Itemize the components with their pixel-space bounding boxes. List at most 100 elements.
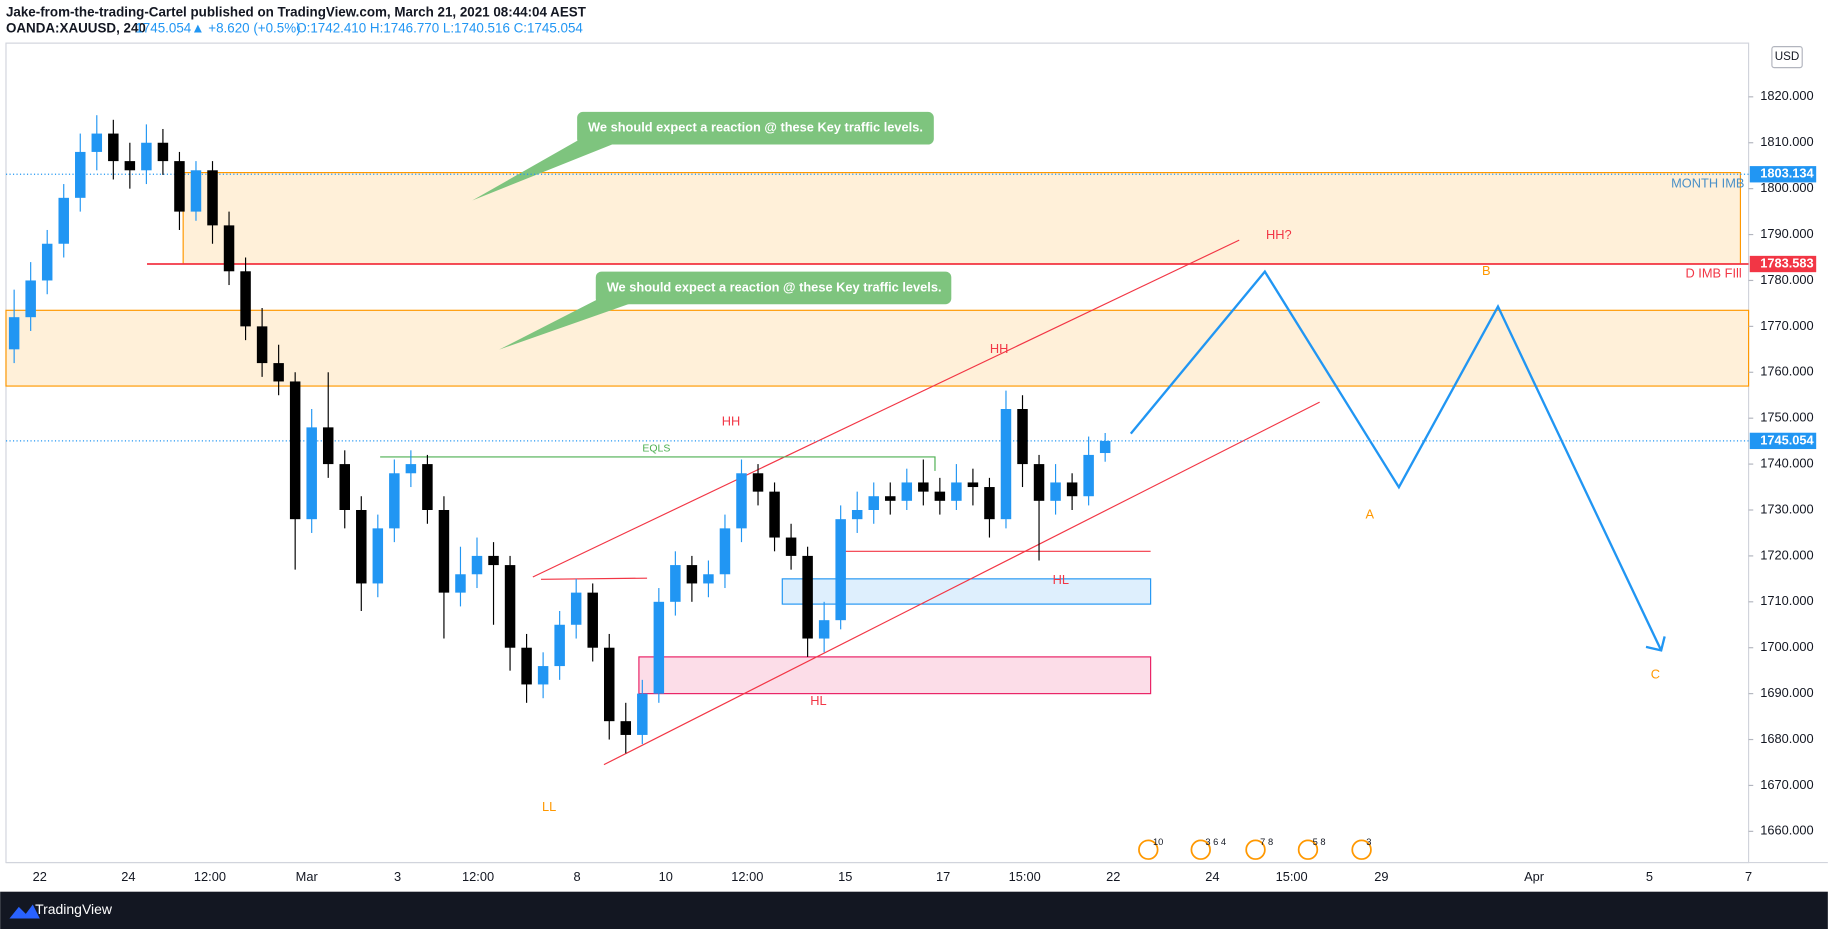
x-tick-label: 7 (1745, 869, 1752, 884)
candle-body (455, 574, 466, 593)
x-tick-label: 15 (838, 869, 852, 884)
change: ▲ +8.620 (+0.5%) (191, 21, 300, 36)
candle-body (537, 666, 549, 685)
y-tick-label: 1710.000 (1760, 593, 1813, 608)
candle-body (1033, 464, 1045, 501)
channel-upper (532, 239, 1240, 578)
candle-body (686, 565, 698, 584)
price-label-bg (1749, 432, 1817, 450)
currency-box (1771, 46, 1803, 69)
candle-body (984, 487, 995, 520)
event-count: 3 6 4 (1205, 837, 1226, 847)
price-label-bg (1749, 166, 1817, 183)
logo (9, 904, 40, 919)
candle-body (835, 519, 846, 621)
projection (1129, 269, 1663, 651)
y-tick-label: 1690.000 (1760, 685, 1813, 700)
annotation: B (1482, 263, 1491, 278)
event-count: 10 (1153, 837, 1163, 847)
candle-body (190, 170, 202, 212)
x-tick-label: 22 (1106, 869, 1120, 884)
x-tick-label: 24 (121, 869, 135, 884)
candle-body (951, 482, 962, 501)
candle-body (207, 170, 218, 226)
annotation: LL (542, 799, 556, 814)
y-tick-label: 1820.000 (1760, 88, 1813, 103)
eqls-line (380, 456, 936, 471)
x-tick-label: 5 (1646, 869, 1653, 884)
annotation: HL (1053, 572, 1069, 587)
annotation: D IMB FIll (1685, 265, 1741, 280)
zone (638, 656, 1152, 695)
last-price: 1745.054 (135, 21, 191, 36)
level-line (540, 577, 648, 580)
candle-body (41, 243, 53, 281)
candle-body (918, 482, 929, 492)
x-tick-label: 8 (574, 869, 581, 884)
price-label: 1803.134 (1760, 166, 1814, 181)
x-tick-label: 17 (936, 869, 950, 884)
event-icon (1297, 839, 1319, 860)
candle-body (108, 133, 119, 162)
annotation: EQLS (642, 444, 670, 455)
y-tick-label: 1720.000 (1760, 547, 1813, 562)
candle-body (356, 509, 367, 584)
callout-text: We should expect a reaction @ these Key … (607, 279, 942, 294)
candle-body (752, 473, 764, 492)
brand: TradingView (35, 901, 113, 917)
candle-body (256, 326, 268, 364)
projection-arrow (1645, 636, 1666, 652)
candle-body (653, 601, 665, 694)
candle-body (802, 555, 813, 639)
x-tick-label: 12:00 (462, 869, 494, 884)
x-tick-label: 29 (1374, 869, 1388, 884)
candle-body (306, 427, 317, 520)
callout-text: We should expect a reaction @ these Key … (588, 120, 923, 135)
candle-body (289, 381, 301, 520)
candle-body (91, 133, 103, 152)
candle-body (25, 280, 36, 318)
annotation: HH? (1266, 227, 1292, 242)
candle-body (8, 317, 20, 350)
candle-body (967, 482, 979, 488)
x-tick-label: 24 (1205, 869, 1219, 884)
symbol: OANDA:XAUUSD, 240 (6, 21, 146, 36)
x-tick-label: 22 (33, 869, 47, 884)
candle-body (620, 721, 632, 735)
candle-body (1050, 482, 1061, 501)
price-label: 1745.054 (1760, 432, 1814, 447)
x-tick-label: 15:00 (1276, 869, 1308, 884)
footer-bar (0, 891, 1828, 929)
candle-body (141, 142, 152, 171)
drawings (380, 111, 1666, 766)
candle-body (438, 509, 450, 593)
x-tick-label: 10 (659, 869, 673, 884)
price-label-bg (1749, 255, 1817, 273)
event-count: 3 (1366, 837, 1371, 847)
candle-body (554, 624, 565, 667)
event-icon (1138, 839, 1159, 860)
y-tick-label: 1730.000 (1760, 501, 1813, 516)
candle-body (1017, 409, 1028, 465)
candle-body (521, 647, 532, 685)
candle-body (322, 427, 334, 465)
publisher: Jake-from-the-trading-Cartel published o… (6, 4, 587, 19)
candle-body (372, 528, 384, 584)
candle-body (405, 464, 417, 474)
y-tick-label: 1660.000 (1760, 823, 1813, 838)
x-tick-label: 3 (394, 869, 401, 884)
candle-body (670, 565, 681, 602)
zone (5, 309, 1750, 387)
annotation: HH (990, 341, 1009, 356)
x-tick-label: Mar (296, 869, 319, 884)
candle-body (736, 473, 747, 529)
candle-body (504, 565, 516, 648)
candle-body (58, 197, 69, 244)
annotation: HL (810, 693, 826, 708)
candle-body (934, 491, 946, 501)
candle-body (785, 537, 797, 556)
candle-body (818, 620, 830, 639)
y-tick-label: 1770.000 (1760, 318, 1813, 333)
